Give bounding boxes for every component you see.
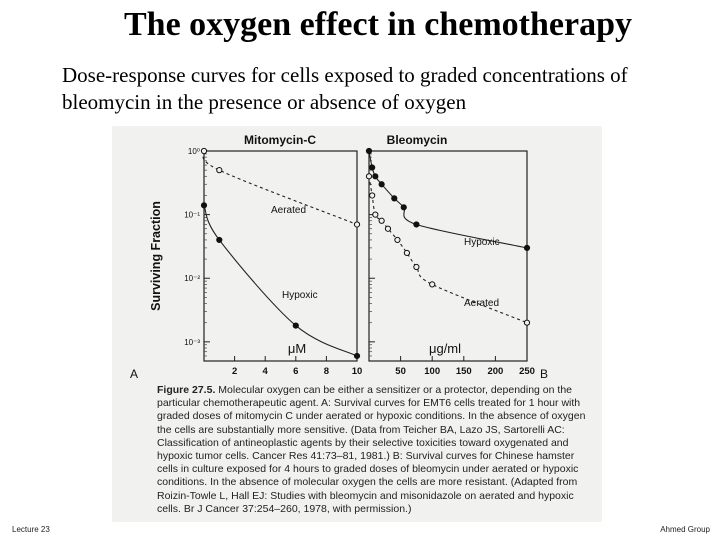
panel-a-x-unit: μM: [288, 341, 306, 356]
slide-subtitle: Dose-response curves for cells exposed t…: [62, 63, 628, 114]
panel-b-hypoxic-point: [378, 181, 385, 188]
panel-a-hypoxic-point: [292, 322, 299, 329]
panel-b-aerated-point: [403, 249, 411, 257]
panel-a-xtick-label: 10: [352, 366, 363, 377]
panel-a-aerated-point: [200, 147, 208, 155]
panel-b-hypoxic-point: [391, 195, 398, 202]
panel-b-hypoxic-label: Hypoxic: [464, 237, 500, 248]
panel-b-aerated-curve: [368, 176, 528, 324]
panel-b-hypoxic-point: [365, 147, 373, 155]
panel-a-hypoxic-point: [216, 236, 223, 244]
panel-a-xtick-label: 6: [293, 366, 298, 377]
panel-b-aerated-point: [372, 211, 379, 218]
y-axis-label: Surviving Fraction: [149, 201, 163, 311]
panel-a-letter: A: [130, 367, 138, 381]
panel-b-aerated-point: [369, 192, 376, 199]
panel-a-xtick-label: 4: [263, 366, 269, 377]
panel-a-aerated-point: [353, 221, 361, 228]
footer-group: Ahmed Group: [660, 525, 710, 534]
y-tick-label: 10⁻¹: [184, 211, 200, 220]
footer-lecture: Lecture 23: [12, 525, 50, 534]
panel-b-xtick-label: 100: [424, 366, 440, 377]
y-tick-label: 10⁻³: [184, 338, 200, 347]
panel-a-aerated-label: Aerated: [271, 205, 306, 216]
panel-b-hypoxic-point: [369, 164, 376, 171]
panel-a-xtick-label: 2: [232, 366, 237, 377]
panel-b-hypoxic-point: [372, 173, 379, 180]
panel-b-aerated-label: Aerated: [464, 298, 499, 309]
panel-a-xtick-label: 8: [324, 366, 329, 377]
panel-b-xtick-label: 250: [519, 366, 535, 377]
y-tick-label: 10⁰: [188, 147, 200, 156]
panel-b-aerated-point: [429, 281, 436, 288]
panel-b-aerated-point: [413, 263, 420, 271]
panel-b-aerated-point: [523, 319, 531, 326]
panel-a-hypoxic-curve: [203, 205, 358, 357]
panel-b-title: Bleomycin: [387, 133, 448, 147]
panel-a-hypoxic-label: Hypoxic: [282, 290, 318, 301]
caption-lead: Figure 27.5.: [157, 384, 216, 396]
slide-title: The oxygen effect in chemotherapy: [123, 6, 632, 43]
panel-b-aerated-point: [378, 217, 385, 224]
panel-b-aerated-point: [384, 225, 392, 232]
panel-b-letter: B: [540, 367, 548, 381]
figure-caption: Figure 27.5. Molecular oxygen can be eit…: [157, 384, 592, 516]
panel-b-aerated-point: [365, 173, 373, 180]
y-tick-label: 10⁻²: [184, 274, 200, 283]
panel-a-title: Mitomycin-C: [244, 133, 316, 147]
panel-b-hypoxic-point: [400, 204, 407, 211]
panel-a-hypoxic-point: [200, 202, 208, 209]
panel-b-hypoxic-point: [413, 221, 420, 228]
panel-a-frame: [203, 150, 358, 362]
panel-a-aerated-point: [216, 167, 223, 174]
panel-b-aerated-point: [394, 236, 401, 244]
panel-b-x-unit: μg/ml: [429, 341, 461, 356]
dose-response-figure: Surviving Fraction Mitomycin-C μM A 10⁰ 10⁻¹ 1…: [130, 133, 548, 381]
panel-b-hypoxic-point: [523, 244, 531, 251]
panel-a-hypoxic-point: [353, 352, 361, 360]
caption-body: Molecular oxygen can be either a sensiti…: [157, 384, 586, 515]
figure-scan: Surviving Fraction Mitomycin-C μM A 10⁰ 10⁻¹ 1…: [112, 126, 602, 522]
panel-b-frame: [368, 150, 528, 362]
panel-b-xtick-label: 50: [395, 366, 406, 377]
panel-b-xtick-label: 150: [456, 366, 472, 377]
panel-b-xtick-label: 200: [487, 366, 503, 377]
